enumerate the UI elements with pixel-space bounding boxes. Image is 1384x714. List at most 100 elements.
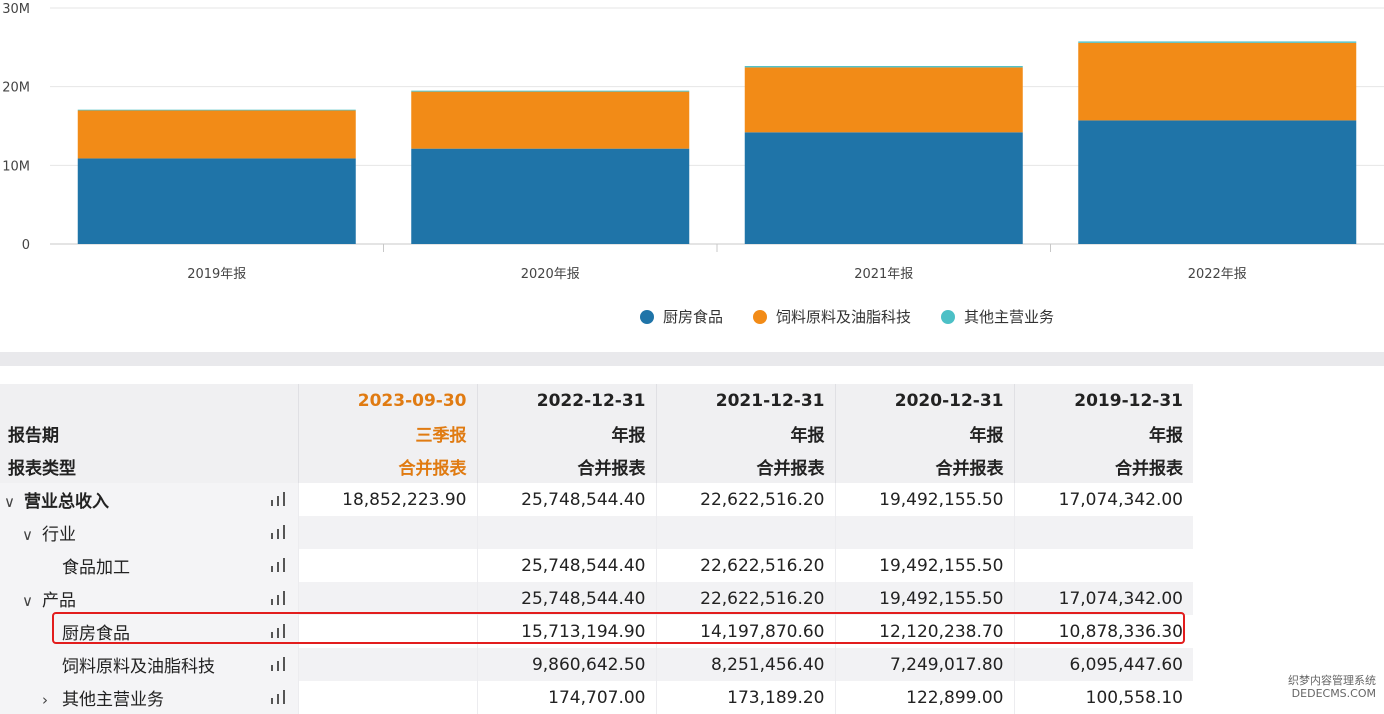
legend-dot-other [941,309,956,324]
header-period-2019: 年报 [1013,417,1193,450]
value-cell [1013,549,1193,582]
legend-dot-kitchen-food [640,309,654,324]
header-row-date: 2023-09-30 2022-12-31 2021-12-31 2020-12… [0,384,1193,417]
legend-item-other[interactable]: 其他主营业务 [941,306,1054,327]
table-row-industry[interactable]: ∨ 行业 [0,516,1193,549]
x-tick-label: 2019年报 [187,267,246,282]
watermark-line1: 织梦内容管理系统 [1288,674,1376,687]
bar-2021年报-series-1[interactable] [744,67,1023,133]
bar-2022年报-series-0[interactable] [1078,120,1357,244]
chart-legend: 厨房食品 饲料原料及油脂科技 其他主营业务 [640,306,1054,327]
value-cell [297,549,477,582]
section-divider [0,352,1384,366]
row-label-text: 食品加工 [62,558,130,578]
row-label-text: 厨房食品 [62,624,130,644]
bar-2021年报-series-2[interactable] [744,66,1023,68]
table-body: ∨ 营业总收入 18,852,223.90 25,748,544.40 22,622,5… [0,483,1193,714]
value-cell: 17,074,342.00 [1013,582,1193,615]
y-tick-label: 10M [2,159,30,174]
header-type-2023q3: 合并报表 [297,450,477,483]
value-cell [834,516,1014,549]
row-label-cell[interactable]: 饲料原料及油脂科技 [0,648,298,681]
value-cell: 25,748,544.40 [476,549,656,582]
bar-chart-icon[interactable] [270,524,288,545]
table-row-other-business[interactable]: › 其他主营业务 174,707.00 173,189.20 122,899.00 100… [0,681,1193,714]
header-date-2019[interactable]: 2019-12-31 [1013,384,1193,417]
y-tick-label: 0 [22,238,30,253]
x-tick-label: 2022年报 [1188,267,1247,282]
table-row-total-revenue[interactable]: ∨ 营业总收入 18,852,223.90 25,748,544.40 22,622,5… [0,483,1193,516]
value-cell: 9,860,642.50 [476,648,656,681]
header-period-2021: 年报 [655,417,835,450]
row-label-cell[interactable]: 厨房食品 [0,615,298,648]
x-tick-label: 2021年报 [854,267,913,282]
bar-chart-icon[interactable] [270,491,288,512]
table-row-product[interactable]: ∨ 产品 25,748,544.40 22,622,516.20 19,492,155.… [0,582,1193,615]
header-row-type: 报表类型 合并报表 合并报表 合并报表 合并报表 合并报表 [0,450,1193,483]
bar-2022年报-series-2[interactable] [1078,41,1357,43]
value-cell: 19,492,155.50 [834,483,1014,516]
value-cell: 8,251,456.40 [655,648,835,681]
row-label-cell[interactable]: ∨ 产品 [0,582,298,615]
legend-label-feed-oil: 饲料原料及油脂科技 [776,308,912,326]
header-date-2022[interactable]: 2022-12-31 [476,384,656,417]
value-cell: 173,189.20 [655,681,835,714]
bar-chart-icon[interactable] [270,557,288,578]
header-type-2020: 合并报表 [834,450,1014,483]
value-cell: 14,197,870.60 [655,615,835,648]
value-cell: 10,878,336.30 [1013,615,1193,648]
chevron-down-icon[interactable]: ∨ [4,493,15,511]
value-cell: 19,492,155.50 [834,582,1014,615]
table-row-food-processing[interactable]: 食品加工 25,748,544.40 22,622,516.20 19,492,155… [0,549,1193,582]
chevron-down-icon[interactable]: ∨ [22,592,33,610]
value-cell: 174,707.00 [476,681,656,714]
header-period-2023q3: 三季报 [297,417,477,450]
bar-chart-icon[interactable] [270,590,288,611]
value-cell: 25,748,544.40 [476,582,656,615]
bar-2020年报-series-0[interactable] [411,148,690,244]
bar-2020年报-series-2[interactable] [411,90,690,92]
bar-2021年报-series-0[interactable] [744,132,1023,244]
value-cell [655,516,835,549]
legend-label-other: 其他主营业务 [964,308,1055,326]
header-type-2021: 合并报表 [655,450,835,483]
bar-2019年报-series-1[interactable] [77,110,356,159]
bar-chart-icon[interactable] [270,623,288,644]
header-row-period: 报告期 三季报 年报 年报 年报 年报 [0,417,1193,450]
value-cell: 15,713,194.90 [476,615,656,648]
header-date-2023q3[interactable]: 2023-09-30 [297,384,477,417]
bar-chart-icon[interactable] [270,656,288,677]
value-cell: 19,492,155.50 [834,549,1014,582]
header-date-2021[interactable]: 2021-12-31 [655,384,835,417]
header-date-2020[interactable]: 2020-12-31 [834,384,1014,417]
value-cell [297,648,477,681]
row-label-text: 饲料原料及油脂科技 [62,657,215,677]
bar-2020年报-series-1[interactable] [411,91,690,149]
legend-label-kitchen-food: 厨房食品 [663,308,724,326]
table-row-kitchen-food[interactable]: 厨房食品 15,713,194.90 14,197,870.60 12,120,238… [0,615,1193,648]
table-row-feed-oil-tech[interactable]: 饲料原料及油脂科技 9,860,642.50 8,251,456.40 7,249,0… [0,648,1193,681]
legend-item-feed-oil[interactable]: 饲料原料及油脂科技 [753,306,911,327]
value-cell: 7,249,017.80 [834,648,1014,681]
y-tick-label: 30M [2,2,30,17]
value-cell: 100,558.10 [1013,681,1193,714]
header-type-2019: 合并报表 [1013,450,1193,483]
row-label-text: 营业总收入 [24,492,109,512]
row-label-cell[interactable]: 食品加工 [0,549,298,582]
value-cell: 25,748,544.40 [476,483,656,516]
chevron-right-icon[interactable]: › [42,691,48,709]
financial-table-panel: 2023-09-30 2022-12-31 2021-12-31 2020-12… [0,384,1384,714]
revenue-breakdown-table: 2023-09-30 2022-12-31 2021-12-31 2020-12… [0,384,1193,714]
value-cell [297,681,477,714]
bar-chart-icon[interactable] [270,689,288,710]
row-label-cell[interactable]: › 其他主营业务 [0,681,298,714]
bar-2019年报-series-2[interactable] [77,109,356,111]
chevron-down-icon[interactable]: ∨ [22,526,33,544]
value-cell [297,582,477,615]
legend-item-kitchen-food[interactable]: 厨房食品 [640,306,723,327]
row-label-cell[interactable]: ∨ 行业 [0,516,298,549]
bar-2019年报-series-0[interactable] [77,158,356,244]
bar-2022年报-series-1[interactable] [1078,42,1357,121]
row-label-cell[interactable]: ∨ 营业总收入 [0,483,298,516]
value-cell: 22,622,516.20 [655,582,835,615]
